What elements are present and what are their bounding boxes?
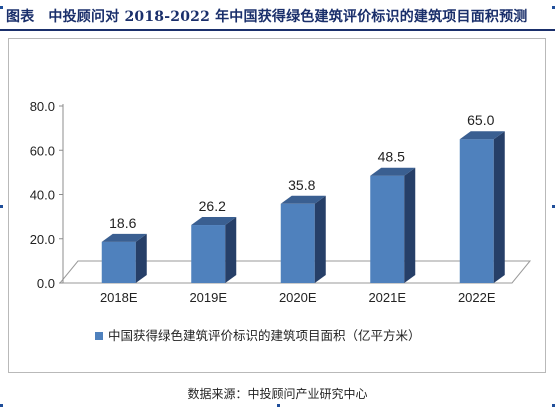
figure-title-text: 中投顾问对 2018-2022 年中国获得绿色建筑评价标识的建筑项目面积预测 — [48, 9, 528, 25]
bar-front — [370, 175, 405, 283]
chart-title: 图表 中投顾问对 2018-2022 年中国获得绿色建筑评价标识的建筑项目面积预测 — [6, 6, 528, 26]
bar-side — [493, 131, 505, 283]
y-tick-label: 60.0 — [30, 143, 55, 158]
edge-marker — [0, 205, 3, 208]
edge-marker — [0, 6, 3, 9]
bar-top — [101, 233, 147, 242]
x-tick-label: 2021E — [368, 290, 406, 305]
y-tick-label: 0.0 — [37, 276, 55, 291]
data-source: 数据来源：中投顾问产业研究中心 — [187, 387, 368, 401]
bar-side — [225, 217, 237, 283]
bar-front — [101, 241, 136, 283]
edge-marker — [552, 6, 555, 9]
title-underline — [0, 29, 555, 31]
legend-swatch — [95, 332, 103, 340]
legend-label: 中国获得绿色建筑评价标识的建筑项目面积（亿平方米） — [108, 328, 421, 343]
bar-top — [191, 217, 237, 226]
x-tick-label: 2018E — [100, 290, 138, 305]
x-tick-label: 2020E — [279, 290, 317, 305]
bar-side — [404, 167, 416, 283]
y-tick-label: 20.0 — [30, 232, 55, 247]
bar-front — [280, 203, 315, 283]
bar-front — [459, 139, 494, 283]
bar-top — [370, 167, 416, 176]
data-label: 65.0 — [467, 112, 494, 128]
x-tick-label: 2019E — [189, 290, 227, 305]
bar-side — [135, 233, 147, 283]
data-label: 18.6 — [109, 215, 136, 231]
edge-marker — [277, 404, 280, 407]
bar-front — [191, 225, 226, 283]
y-tick-label: 80.0 — [30, 99, 55, 114]
bar-side — [314, 195, 326, 283]
bar-top — [459, 131, 505, 140]
edge-marker — [552, 404, 555, 407]
figure-label: 图表 — [6, 9, 35, 25]
x-tick-label: 2022E — [458, 290, 496, 305]
data-label: 48.5 — [378, 149, 405, 165]
y-tick-label: 40.0 — [30, 188, 55, 203]
chart-frame — [8, 38, 546, 373]
data-label: 26.2 — [199, 198, 226, 214]
data-label: 35.8 — [288, 177, 315, 193]
edge-marker — [0, 404, 3, 407]
bar-top — [280, 195, 326, 204]
edge-marker — [552, 205, 555, 208]
